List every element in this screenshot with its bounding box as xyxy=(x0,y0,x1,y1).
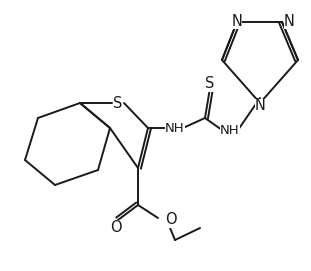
Text: O: O xyxy=(110,220,122,234)
Text: N: N xyxy=(255,98,265,114)
Text: O: O xyxy=(165,212,177,227)
Text: N: N xyxy=(284,14,295,28)
Text: S: S xyxy=(205,76,215,92)
Text: NH: NH xyxy=(220,124,240,137)
Text: S: S xyxy=(113,95,123,111)
Text: NH: NH xyxy=(165,121,185,134)
Text: N: N xyxy=(232,14,243,28)
